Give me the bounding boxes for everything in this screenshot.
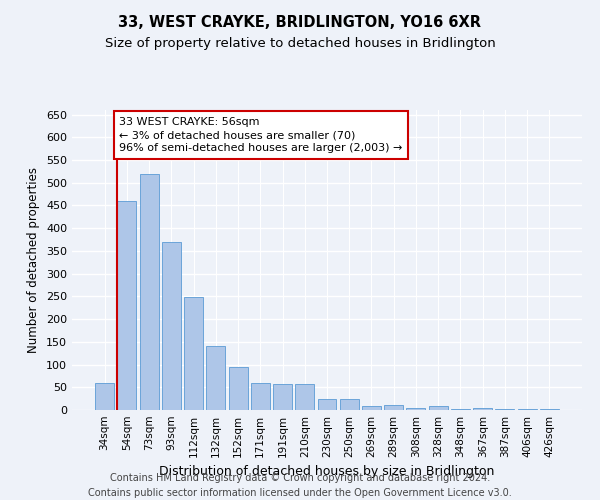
Bar xyxy=(362,406,381,410)
Bar xyxy=(496,409,514,410)
Bar xyxy=(229,367,248,410)
Bar xyxy=(317,398,337,410)
Bar xyxy=(118,201,136,410)
Bar xyxy=(518,408,536,410)
Bar xyxy=(451,408,470,410)
Bar xyxy=(406,408,425,410)
Bar xyxy=(251,382,270,410)
Bar xyxy=(384,406,403,410)
Bar xyxy=(206,346,225,410)
Bar xyxy=(140,174,158,410)
Y-axis label: Number of detached properties: Number of detached properties xyxy=(28,167,40,353)
Bar xyxy=(95,382,114,410)
Bar xyxy=(340,398,359,410)
Text: Contains HM Land Registry data © Crown copyright and database right 2024.
Contai: Contains HM Land Registry data © Crown c… xyxy=(88,472,512,498)
Bar xyxy=(429,406,448,410)
Bar xyxy=(162,242,181,410)
Bar xyxy=(540,409,559,410)
X-axis label: Distribution of detached houses by size in Bridlington: Distribution of detached houses by size … xyxy=(160,466,494,478)
Bar xyxy=(295,384,314,410)
Text: Size of property relative to detached houses in Bridlington: Size of property relative to detached ho… xyxy=(104,38,496,51)
Text: 33, WEST CRAYKE, BRIDLINGTON, YO16 6XR: 33, WEST CRAYKE, BRIDLINGTON, YO16 6XR xyxy=(119,15,482,30)
Text: 33 WEST CRAYKE: 56sqm
← 3% of detached houses are smaller (70)
96% of semi-detac: 33 WEST CRAYKE: 56sqm ← 3% of detached h… xyxy=(119,117,403,153)
Bar xyxy=(473,408,492,410)
Bar xyxy=(273,384,292,410)
Bar xyxy=(184,298,203,410)
